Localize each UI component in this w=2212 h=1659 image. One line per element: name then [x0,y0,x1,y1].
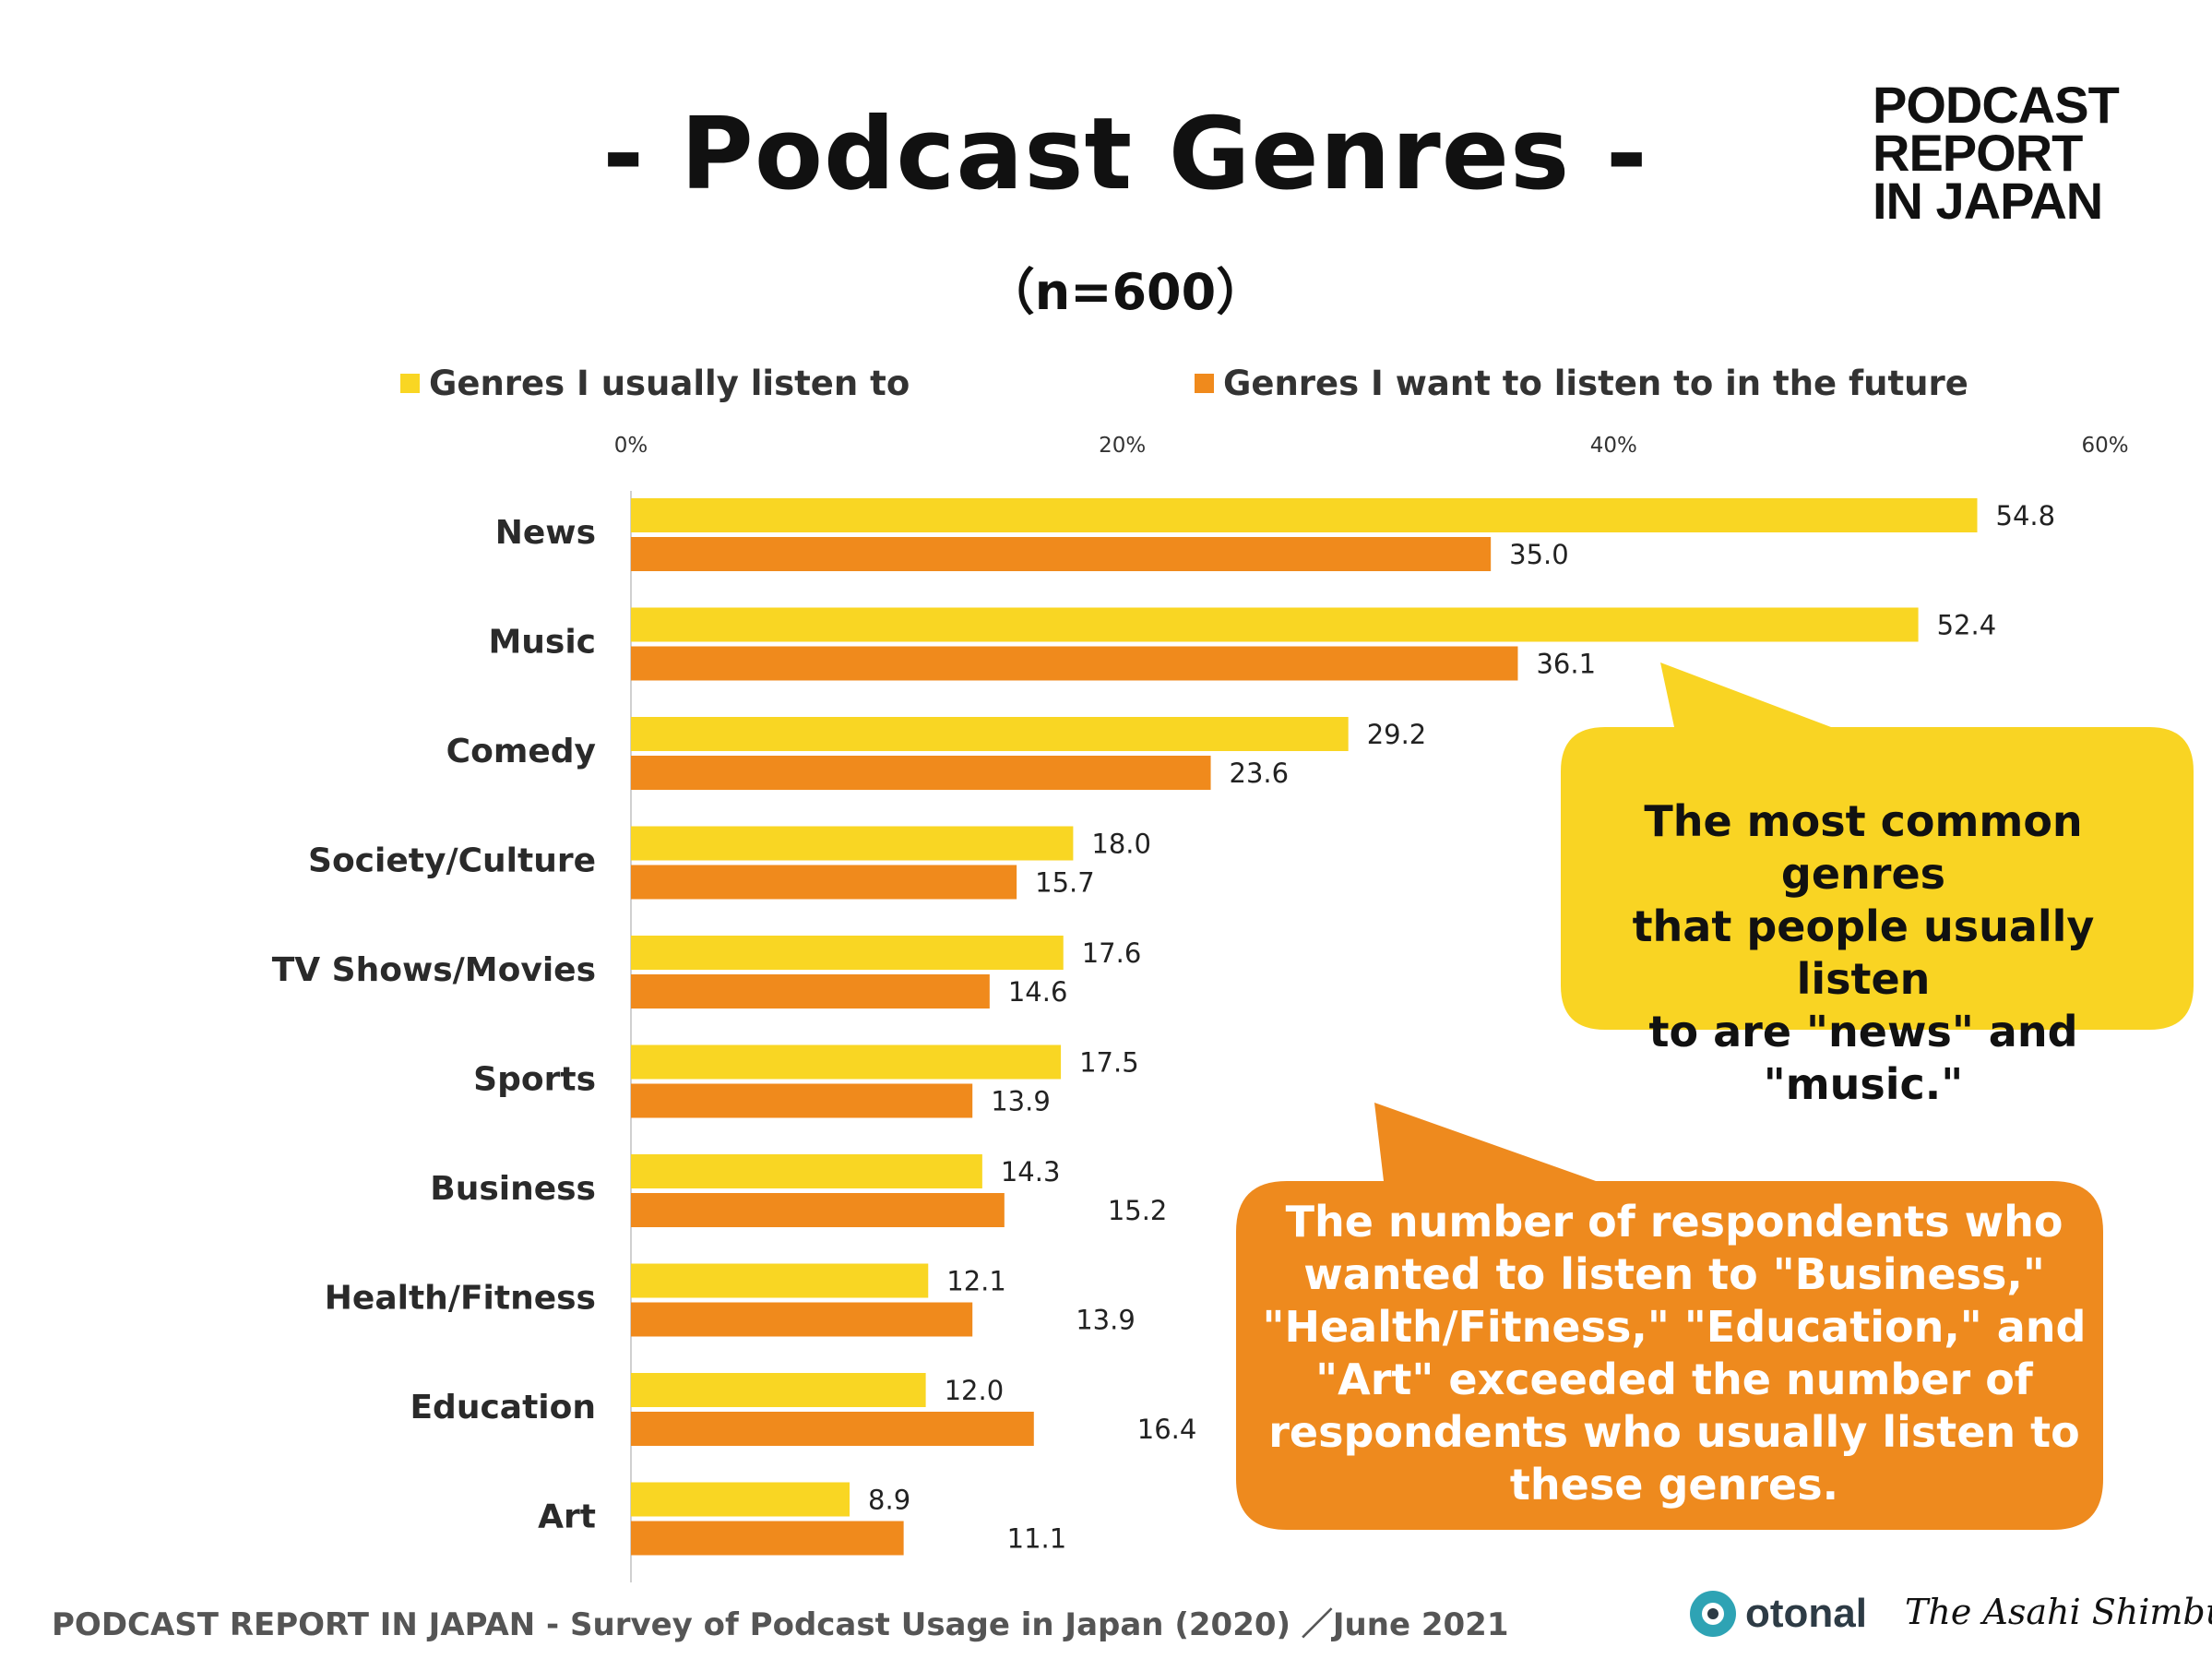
bar-future [631,1412,1034,1446]
brand-line: IN JAPAN [1873,172,2103,230]
legend-label-future: Genres I want to listen to in the future [1223,364,1968,403]
sample-size: （n=600） [984,263,1267,321]
data-label-future: 15.2 [1108,1195,1168,1226]
data-label-future: 16.4 [1137,1414,1197,1445]
bar-usual [631,607,1919,642]
bar-future [631,537,1492,571]
data-label-usual: 18.0 [1091,829,1151,860]
asahi-logo: The Asahi Shimbun [1905,1592,2212,1632]
legend-label-usual: Genres I usually listen to [429,364,910,403]
category-label: Education [410,1389,596,1426]
callout-yellow-bubble [1561,662,2194,1030]
data-label-usual: 12.1 [946,1266,1006,1297]
bar-usual [631,826,1074,861]
bar-future [631,974,990,1009]
category-label: Comedy [446,733,596,770]
bar-usual [631,1373,926,1407]
otonal-wordmark: otonal [1745,1591,1867,1636]
callout-yellow-text: The most common genres that people usual… [1568,795,2158,1111]
bar-usual [631,936,1064,970]
callout-line: that people usually listen [1632,901,2095,1004]
callout-line: respondents who usually listen to [1268,1407,2080,1457]
bar-future [631,1302,973,1337]
source-footer: PODCAST REPORT IN JAPAN - Survey of Podc… [52,1606,1509,1643]
brand-line: REPORT [1873,124,2083,182]
bar-future [631,1521,904,1556]
bar-future [631,865,1017,900]
callout-line: wanted to listen to "Business," [1303,1249,2045,1299]
category-label: Business [430,1170,596,1208]
data-label-future: 14.6 [1008,976,1068,1008]
bar-usual [631,1154,982,1188]
data-label-future: 36.1 [1536,649,1596,680]
legend-item-future: Genres I want to listen to in the future [1195,364,1968,403]
data-label-usual: 17.6 [1082,937,1142,969]
data-label-future: 11.1 [1007,1523,1067,1555]
data-label-usual: 8.9 [868,1485,910,1516]
legend-swatch-future [1195,374,1214,393]
callout-line: The most common genres [1644,796,2083,899]
callout-line: The number of respondents who [1285,1197,2063,1247]
category-label: News [495,514,596,552]
category-label: Sports [473,1061,596,1099]
callout-orange-bubble [1236,1103,2103,1530]
category-label: Society/Culture [308,842,596,880]
otonal-circle-icon [1690,1591,1736,1637]
data-label-usual: 17.5 [1079,1047,1139,1079]
data-label-usual: 54.8 [1996,500,2056,531]
data-label-future: 13.9 [1076,1305,1136,1336]
legend-item-usual: Genres I usually listen to [400,364,910,403]
callout-line: "Art" exceeded the number of [1315,1355,2033,1404]
data-label-usual: 52.4 [1937,610,1997,641]
category-label: TV Shows/Movies [272,951,596,989]
bar-usual [631,717,1349,751]
bar-usual [631,498,1978,532]
bar-future [631,646,1518,681]
category-label: Art [538,1498,596,1536]
category-label: Music [488,624,596,662]
bar-future [631,756,1211,790]
bar-usual [631,1263,929,1298]
callout-line: "Health/Fitness," "Education," and [1262,1302,2087,1352]
data-label-usual: 12.0 [945,1375,1005,1406]
tick-label: 20% [1099,434,1146,458]
callout-line: these genres. [1509,1460,1839,1510]
brand-line: PODCAST [1873,76,2120,134]
callout-orange-text: The number of respondents who wanted to … [1250,1196,2099,1511]
category-label: Health/Fitness [325,1280,596,1318]
bar-future [631,1083,973,1118]
data-label-usual: 14.3 [1001,1156,1061,1188]
report-brand: PODCAST REPORT IN JAPAN [1873,76,2177,230]
bar-usual [631,1482,850,1517]
tick-label: 0% [614,434,648,458]
data-label-future: 15.7 [1035,867,1095,899]
tick-label: 40% [1590,434,1637,458]
bar-usual [631,1044,1062,1080]
data-label-future: 23.6 [1230,758,1290,789]
bar-future [631,1193,1005,1227]
data-label-future: 13.9 [991,1086,1051,1117]
data-label-usual: 29.2 [1367,719,1427,750]
callout-line: to are "news" and "music." [1648,1007,2078,1109]
tick-label: 60% [2081,434,2128,458]
data-label-future: 35.0 [1509,539,1569,570]
page-title: - Podcast Genres - [602,97,1648,212]
otonal-logo: otonal [1688,1589,1867,1639]
legend-swatch-usual [400,374,420,393]
